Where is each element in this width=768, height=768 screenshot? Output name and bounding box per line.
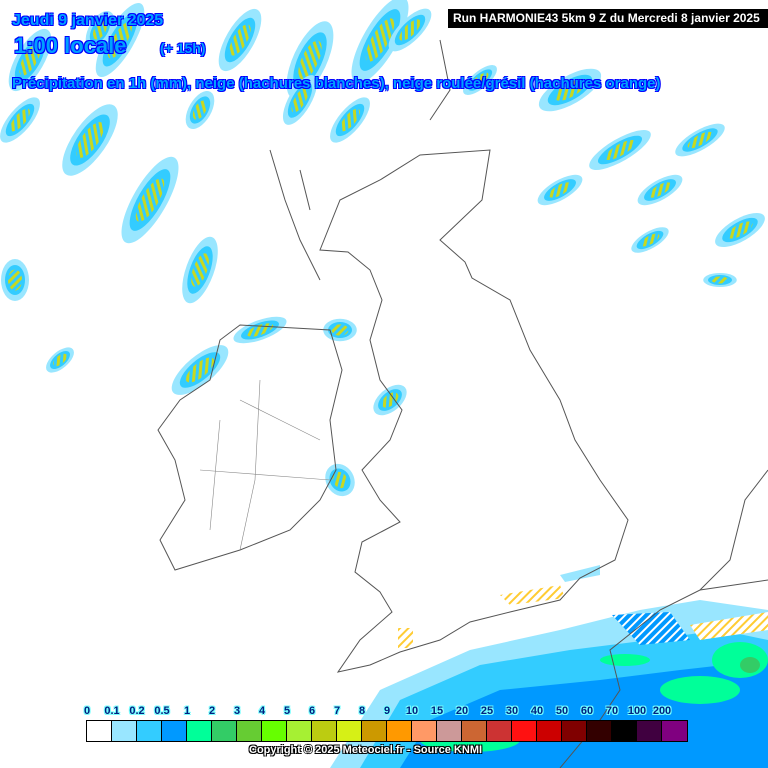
legend-label: 8 — [358, 705, 366, 717]
legend-swatch — [537, 721, 562, 741]
legend-label: 10 — [405, 705, 419, 717]
legend-label: 0.1 — [104, 705, 120, 717]
precip-cell — [640, 233, 660, 247]
legend-swatch — [162, 721, 187, 741]
legend-label: 15 — [430, 705, 444, 717]
coastlines — [157, 39, 768, 768]
legend-swatch — [512, 721, 537, 741]
precip-cell — [548, 182, 572, 198]
precip-cell — [332, 471, 348, 489]
precip-cell — [191, 253, 209, 287]
legend-label: 70 — [605, 705, 619, 717]
precip-cell — [19, 44, 41, 76]
legend-label: 50 — [555, 705, 569, 717]
precip-cell — [331, 324, 349, 336]
legend-swatch — [262, 721, 287, 741]
precip-cell — [135, 178, 165, 222]
precip-cell — [687, 131, 713, 149]
legend-label: 0.2 — [129, 705, 145, 717]
legend-label: 0 — [83, 705, 91, 717]
precip-north — [0, 0, 765, 497]
great-britain-coast — [319, 149, 629, 673]
precip-cell — [365, 18, 395, 62]
precip-cell — [604, 139, 636, 161]
legend-swatch — [662, 721, 687, 741]
copyright: Copyright © 2025 Meteociel.fr - Source K… — [249, 744, 483, 756]
legend-swatch — [587, 721, 612, 741]
legend-swatch — [562, 721, 587, 741]
legend-swatch — [312, 721, 337, 741]
precip-cell — [10, 108, 30, 132]
precip-cell — [298, 40, 322, 80]
precip-cell — [381, 392, 399, 408]
forecast-date: Jeudi 9 janvier 2025 — [12, 12, 164, 29]
legend-label: 20 — [455, 705, 469, 717]
legend-label: 7 — [333, 705, 341, 717]
legend-swatch — [137, 721, 162, 741]
precip-cell — [711, 276, 729, 284]
legend-swatch — [437, 721, 462, 741]
netherlands-coast — [699, 469, 768, 591]
precip-cell — [185, 357, 215, 383]
precip-cell — [340, 108, 360, 132]
precip-cell — [53, 353, 67, 367]
precip-cell — [648, 182, 672, 198]
legend-label: 25 — [480, 705, 494, 717]
forecast-offset: (+ 15h) — [160, 40, 206, 56]
legend-swatch — [487, 721, 512, 741]
precip-cell — [76, 122, 104, 158]
forecast-time: 1:00 locale — [14, 33, 127, 58]
legend-label: 200 — [652, 705, 672, 717]
ireland-counties — [199, 379, 331, 551]
legend-swatch — [637, 721, 662, 741]
legend-swatch — [112, 721, 137, 741]
scotland-islands — [269, 39, 451, 281]
run-info: Run HARMONIE43 5km 9 Z du Mercredi 8 jan… — [448, 9, 768, 28]
legend-label: 1 — [183, 705, 191, 717]
legend-swatch — [387, 721, 412, 741]
ireland-coast — [157, 324, 343, 571]
map-subtitle: Précipitation en 1h (mm), neige (hachure… — [12, 75, 661, 92]
legend-label: 4 — [258, 705, 266, 717]
legend-swatch — [187, 721, 212, 741]
legend-label: 3 — [233, 705, 241, 717]
legend-label: 6 — [308, 705, 316, 717]
precip-cell — [727, 221, 753, 239]
legend-label: 0.5 — [154, 705, 170, 717]
legend-swatch — [237, 721, 262, 741]
precip-cell — [92, 20, 108, 40]
legend-label: 9 — [383, 705, 391, 717]
legend-label: 30 — [505, 705, 519, 717]
precip-cell — [192, 100, 208, 120]
precip-cell — [229, 24, 251, 56]
legend-label: 40 — [530, 705, 544, 717]
legend-swatch — [212, 721, 237, 741]
legend-swatch — [362, 721, 387, 741]
legend-label: 5 — [283, 705, 291, 717]
precip-cell — [107, 21, 133, 59]
precip-cell — [291, 87, 309, 113]
legend-label: 60 — [580, 705, 594, 717]
legend-swatch — [287, 721, 312, 741]
precip-cell — [554, 79, 586, 101]
legend-swatch — [412, 721, 437, 741]
legend-swatch — [337, 721, 362, 741]
legend-swatch — [462, 721, 487, 741]
legend-swatch — [612, 721, 637, 741]
legend-label: 100 — [627, 705, 647, 717]
precip-cell — [471, 72, 489, 88]
legend-label: 2 — [208, 705, 216, 717]
precip-cell — [399, 19, 421, 41]
legend-swatch — [87, 721, 112, 741]
precip-cell — [8, 269, 22, 291]
